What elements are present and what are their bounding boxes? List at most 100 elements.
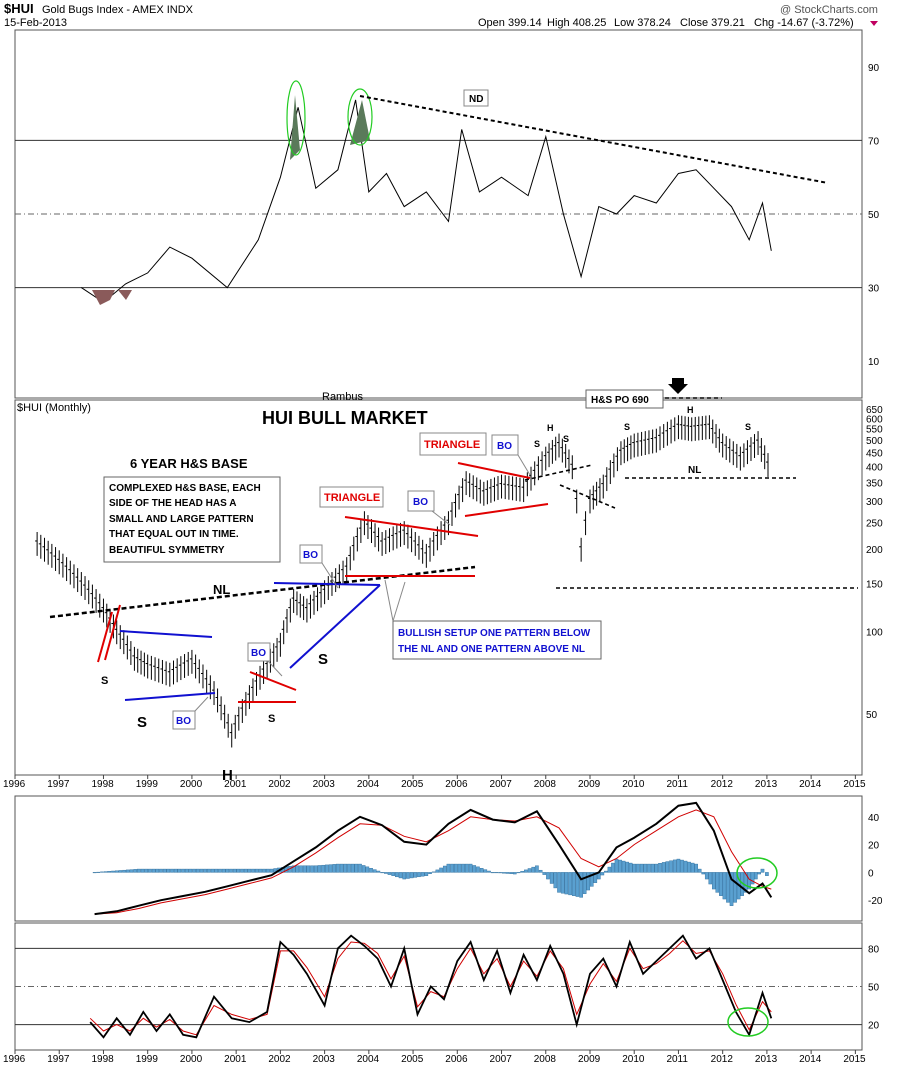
histogram-bar <box>398 872 403 879</box>
x-tick-label: 2004 <box>357 1054 380 1065</box>
histogram-bar <box>137 868 141 873</box>
histogram-bar <box>159 868 163 873</box>
target-label: H&S PO 690 <box>591 395 649 406</box>
histogram-bar <box>516 872 521 874</box>
histogram-bar <box>336 863 340 873</box>
histogram-bar <box>750 872 755 885</box>
s-label: S <box>101 675 108 687</box>
histogram-bar <box>332 864 336 873</box>
x-tick-label: 2001 <box>224 779 247 790</box>
x-tick-label: 1999 <box>136 779 159 790</box>
x-tick-label: 2006 <box>445 779 468 790</box>
x-tick-label: 2012 <box>711 779 734 790</box>
histogram-bar <box>690 862 695 873</box>
histogram-bar <box>498 872 502 874</box>
macd-layer <box>92 801 773 916</box>
bo-label: BO <box>497 441 512 452</box>
histogram-bar <box>712 872 716 890</box>
histogram-bar <box>262 868 266 873</box>
red-trendline <box>344 516 479 537</box>
x-tick-label: 1997 <box>47 779 70 790</box>
histogram-bar <box>607 866 612 873</box>
histogram-bar <box>310 865 314 873</box>
histogram-bar <box>650 863 655 873</box>
y-tick-label: 40 <box>868 813 880 824</box>
histogram-bar <box>114 870 119 873</box>
histogram-bar <box>365 866 370 873</box>
histogram-bar <box>560 872 565 894</box>
oversold-fill <box>118 290 132 300</box>
histogram-bar <box>722 872 727 900</box>
histogram-bar <box>743 872 748 893</box>
y-tick-label: 20 <box>868 1021 880 1032</box>
histogram-bar <box>680 859 684 873</box>
y-tick-label: 100 <box>866 628 883 639</box>
x-tick-label: 1998 <box>91 1054 114 1065</box>
red-trendline <box>457 462 531 479</box>
y-tick-label: 30 <box>868 284 880 295</box>
x-tick-label: 2009 <box>578 1054 601 1065</box>
histogram-bar <box>210 868 215 873</box>
y-tick-label: 20 <box>868 841 880 852</box>
histogram-bar <box>669 860 673 873</box>
dropdown-arrow-icon[interactable] <box>870 21 878 26</box>
axis-layer: 1030507090501001502002503003504004505005… <box>3 63 883 1065</box>
base-title: 6 YEAR H&S BASE <box>130 456 248 471</box>
y-tick-label: 90 <box>868 63 880 74</box>
blue-trendline <box>273 582 381 586</box>
x-tick-label: 2011 <box>666 1054 688 1065</box>
pointer-line <box>384 579 394 622</box>
index-name: Gold Bugs Index - AMEX INDX <box>42 4 194 16</box>
histogram-bar <box>708 872 713 885</box>
bo-label: BO <box>176 716 191 727</box>
open-label: Open 399.14 <box>478 17 542 29</box>
x-tick-label: 1999 <box>136 1054 159 1065</box>
histogram-bar <box>524 869 528 873</box>
histogram-bar <box>247 868 252 873</box>
histogram-bar <box>658 863 662 873</box>
histogram-bar <box>170 868 174 873</box>
histogram-bar <box>704 872 709 880</box>
histogram-bar <box>472 865 477 873</box>
histogram-bar <box>665 861 670 873</box>
histogram-bar <box>188 868 193 873</box>
histogram-bar <box>701 872 706 875</box>
base-note: COMPLEXED H&S BASE, EACH SIDE OF THE HEA… <box>109 483 263 556</box>
histogram-bar <box>431 871 436 873</box>
histogram-bar <box>457 863 462 873</box>
histogram-bar <box>417 872 421 878</box>
highlight-circle <box>727 1007 769 1037</box>
macd-line <box>94 801 773 916</box>
histogram-bar <box>549 872 554 884</box>
histogram-bar <box>203 868 207 873</box>
histogram-bar <box>295 865 300 873</box>
pointer-line <box>431 510 451 526</box>
histogram-bar <box>122 869 126 873</box>
bo-label: BO <box>251 648 266 659</box>
histogram-bar <box>325 864 329 873</box>
s-label: S <box>318 651 328 668</box>
highlight-circle <box>347 88 373 146</box>
target-box <box>585 389 664 409</box>
macd-panel <box>14 795 863 922</box>
histogram-bar <box>621 860 626 873</box>
histogram-bar <box>424 872 429 876</box>
histogram-bar <box>465 863 469 873</box>
histogram-bar <box>557 872 561 893</box>
histogram-bar <box>133 869 137 873</box>
histogram-bar <box>92 872 97 874</box>
blue-trendline <box>119 630 213 638</box>
histogram-bar <box>632 863 637 873</box>
triangle-label: TRIANGLE <box>424 439 480 451</box>
histogram-bar <box>402 872 407 880</box>
bo-label: BO <box>413 497 428 508</box>
histogram-bar <box>118 870 123 873</box>
price-titles: $HUI (Monthly) Rambus HUI BULL MARKET <box>17 391 428 428</box>
bo-box <box>172 710 196 730</box>
rsi-line <box>81 99 772 303</box>
histogram-bar <box>505 872 510 874</box>
histogram-bar <box>391 872 395 876</box>
triangle-box <box>419 432 487 456</box>
x-tick-label: 2003 <box>313 779 336 790</box>
histogram-bar <box>733 872 737 903</box>
